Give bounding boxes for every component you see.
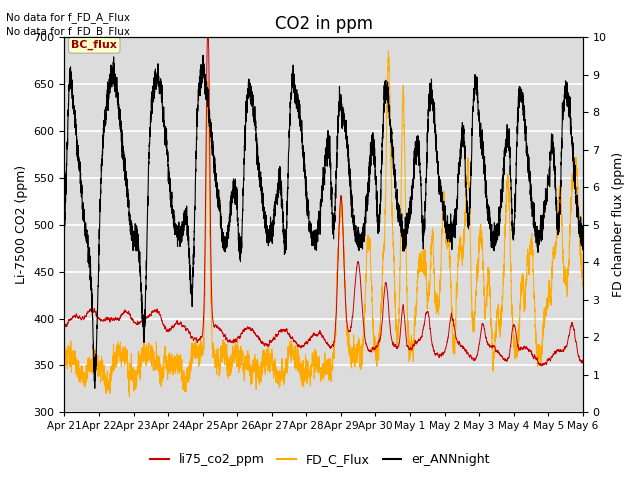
er_ANNnight: [447, 230, 455, 236]
er_ANNnight: [579, 237, 587, 243]
er_ANNnight: [91, 385, 99, 391]
Line: er_ANNnight: er_ANNnight: [65, 55, 583, 388]
li75_co2_ppm: [447, 311, 455, 316]
FD_C_Flux: [259, 354, 266, 360]
FD_C_Flux: [385, 48, 392, 54]
FD_C_Flux: [371, 348, 379, 353]
er_ANNnight: [155, 73, 163, 79]
er_ANNnight: [487, 226, 495, 231]
li75_co2_ppm: [204, 35, 211, 40]
Line: li75_co2_ppm: li75_co2_ppm: [65, 37, 583, 366]
Y-axis label: Li-7500 CO2 (ppm): Li-7500 CO2 (ppm): [15, 165, 28, 285]
FD_C_Flux: [61, 348, 68, 354]
FD_C_Flux: [487, 320, 495, 325]
li75_co2_ppm: [155, 309, 163, 315]
Legend: li75_co2_ppm, FD_C_Flux, er_ANNnight: li75_co2_ppm, FD_C_Flux, er_ANNnight: [145, 448, 495, 471]
Title: CO2 in ppm: CO2 in ppm: [275, 15, 372, 33]
er_ANNnight: [259, 196, 266, 202]
er_ANNnight: [398, 211, 406, 217]
FD_C_Flux: [398, 150, 406, 156]
Text: BC_flux: BC_flux: [71, 40, 117, 50]
li75_co2_ppm: [371, 345, 379, 350]
li75_co2_ppm: [579, 360, 587, 366]
FD_C_Flux: [125, 394, 133, 399]
FD_C_Flux: [155, 362, 163, 368]
FD_C_Flux: [579, 283, 587, 289]
er_ANNnight: [372, 167, 380, 173]
li75_co2_ppm: [259, 340, 266, 346]
li75_co2_ppm: [538, 363, 545, 369]
li75_co2_ppm: [487, 343, 495, 348]
Text: No data for f_FD_A_Flux: No data for f_FD_A_Flux: [6, 12, 131, 23]
er_ANNnight: [61, 233, 68, 239]
li75_co2_ppm: [397, 314, 405, 320]
FD_C_Flux: [447, 304, 455, 310]
Y-axis label: FD chamber flux (ppm): FD chamber flux (ppm): [612, 152, 625, 298]
Text: No data for f_FD_B_Flux: No data for f_FD_B_Flux: [6, 26, 131, 37]
li75_co2_ppm: [61, 322, 68, 327]
Line: FD_C_Flux: FD_C_Flux: [65, 51, 583, 396]
er_ANNnight: [199, 52, 207, 58]
